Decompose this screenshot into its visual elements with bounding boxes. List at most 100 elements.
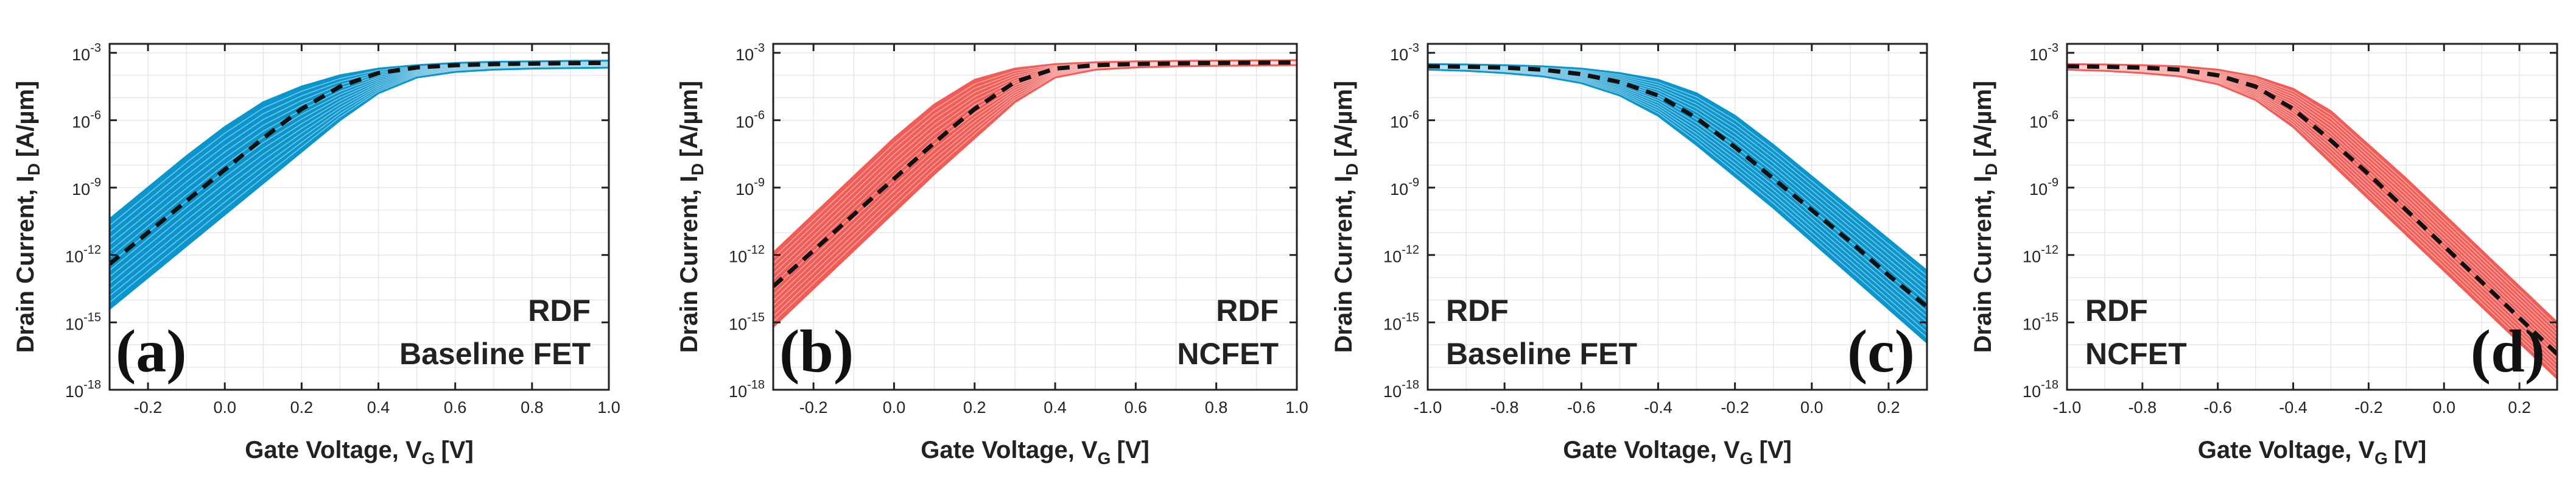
x-tick-label: 0.0 <box>213 398 236 417</box>
x-tick-label: 0.2 <box>963 398 986 417</box>
mean-curve <box>2067 64 2557 356</box>
variability-band <box>1428 64 1927 343</box>
variability-band <box>773 60 1297 327</box>
sample-curve <box>110 66 609 297</box>
y-tick-label: 10-9 <box>1390 176 1419 199</box>
sample-curve <box>2067 68 2557 367</box>
axes-frame <box>2066 43 2558 391</box>
band-lower-line <box>773 64 1297 328</box>
x-tick-label: -0.2 <box>2354 398 2383 417</box>
y-tick-label: 10-6 <box>735 108 765 131</box>
y-tick-label: 10-3 <box>1390 41 1419 64</box>
sample-curve <box>1428 67 1927 318</box>
chart-panel-3: -1.0 -0.8 -0.6 -0.4 -0.2 0.0 0.2 10-3 10-6 10-9 10… <box>1330 41 1928 468</box>
sample-curve <box>110 61 609 233</box>
band-upper-line <box>1428 63 1927 272</box>
x-tick-label: -0.4 <box>2279 398 2308 417</box>
x-axis-label: Gate Voltage, VG [V] <box>2198 437 2427 468</box>
y-tick-label: 10-3 <box>72 41 101 64</box>
band-upper-line <box>110 60 609 220</box>
annotation-line-2: Baseline FET <box>1446 337 1637 371</box>
panel-label: (b) <box>779 317 854 385</box>
sample-curve <box>110 65 609 284</box>
x-tick-label: 0.2 <box>2508 398 2531 417</box>
annotation-line-1: RDF <box>528 294 591 328</box>
annotation-line-2: NCFET <box>1177 337 1279 371</box>
sample-curve <box>2067 67 2557 359</box>
y-tick-label: 10-18 <box>1383 378 1419 401</box>
y-tick-label: 10-18 <box>729 378 765 401</box>
panel-label: (c) <box>1847 317 1915 385</box>
x-tick-label: 0.4 <box>367 398 390 417</box>
chart-panel-4: -1.0 -0.8 -0.6 -0.4 -0.2 0.0 0.2 10-3 10-6 10-9 10… <box>1970 41 2558 468</box>
sample-curve <box>2067 68 2557 371</box>
annotation-line-1: RDF <box>1446 294 1509 328</box>
x-tick-label: 0.0 <box>883 398 906 417</box>
x-tick-label: 1.0 <box>1285 398 1308 417</box>
y-tick-label: 10-12 <box>1383 244 1419 266</box>
y-tick-label: 10-3 <box>2029 41 2058 64</box>
x-axis-label: Gate Voltage, VG [V] <box>921 437 1149 468</box>
axes-frame <box>772 43 1298 391</box>
x-tick-label: -0.8 <box>1490 398 1519 417</box>
y-tick-label: 10-18 <box>2023 378 2058 401</box>
y-tick-label: 10-9 <box>72 176 101 199</box>
variability-band <box>110 60 609 309</box>
sample-curve <box>110 63 609 258</box>
x-axis-label: Gate Voltage, VG [V] <box>1563 437 1792 468</box>
x-tick-label: -0.2 <box>799 398 828 417</box>
band-upper-line <box>773 59 1297 254</box>
y-tick-label: 10-15 <box>2023 311 2058 333</box>
annotation-line-1: RDF <box>2085 294 2148 328</box>
x-tick-label: 0.8 <box>1205 398 1228 417</box>
band-lower-line <box>1428 68 1927 343</box>
panel-label: (a) <box>116 317 187 385</box>
y-tick-label: 10-6 <box>2029 108 2058 131</box>
x-tick-label: 0.6 <box>1125 398 1148 417</box>
mean-curve <box>1428 64 1927 309</box>
band-lower-line <box>110 66 609 310</box>
y-axis-label: Drain Current, ID[A/µm] <box>1330 81 1361 353</box>
sample-curve <box>110 62 609 252</box>
sample-curve <box>110 65 609 278</box>
x-tick-label: 0.6 <box>444 398 467 417</box>
plot-area <box>2067 63 2557 379</box>
y-tick-label: 10-15 <box>65 311 101 333</box>
sample-curve <box>1428 67 1927 323</box>
panel-label: (d) <box>2471 317 2545 385</box>
plot-area <box>773 59 1297 328</box>
axes-frame <box>108 43 610 391</box>
sample-curve <box>773 62 1297 290</box>
x-tick-label: -1.0 <box>1414 398 1442 417</box>
mean-curve <box>110 60 609 266</box>
x-tick-label: 0.2 <box>1877 398 1900 417</box>
sample-curve <box>1428 68 1927 333</box>
x-tick-label: 0.0 <box>2432 398 2455 417</box>
plot-area <box>1428 63 1927 343</box>
x-tick-label: -0.6 <box>1567 398 1596 417</box>
sample-curve <box>2067 67 2557 363</box>
y-tick-label: 10-12 <box>729 244 765 266</box>
annotation-line-2: Baseline FET <box>399 337 591 371</box>
annotation-line-2: NCFET <box>2085 337 2187 371</box>
plot-area <box>110 60 609 310</box>
x-tick-label: -0.2 <box>1721 398 1749 417</box>
sample-curve <box>110 65 609 290</box>
mean-curve <box>773 60 1297 288</box>
band-lower-line <box>2067 68 2557 379</box>
axes-frame <box>1427 43 1928 391</box>
x-tick-label: -0.4 <box>1644 398 1672 417</box>
variability-band <box>2067 64 2557 379</box>
x-tick-label: 0.4 <box>1044 398 1067 417</box>
x-tick-label: -0.8 <box>2129 398 2157 417</box>
band-upper-line <box>2067 63 2557 323</box>
y-tick-label: 10-12 <box>2023 244 2058 266</box>
x-tick-label: 0.0 <box>1800 398 1823 417</box>
x-axis-label: Gate Voltage, VG [V] <box>245 437 474 468</box>
sample-curve <box>110 64 609 271</box>
y-tick-label: 10-12 <box>65 244 101 266</box>
y-tick-label: 10-15 <box>729 311 765 333</box>
y-tick-label: 10-6 <box>1390 108 1419 131</box>
chart-panel-1: -0.2 0.0 0.2 0.4 0.6 0.8 1.0 10-3 10-6 10-9 10-12 1… <box>12 41 620 468</box>
